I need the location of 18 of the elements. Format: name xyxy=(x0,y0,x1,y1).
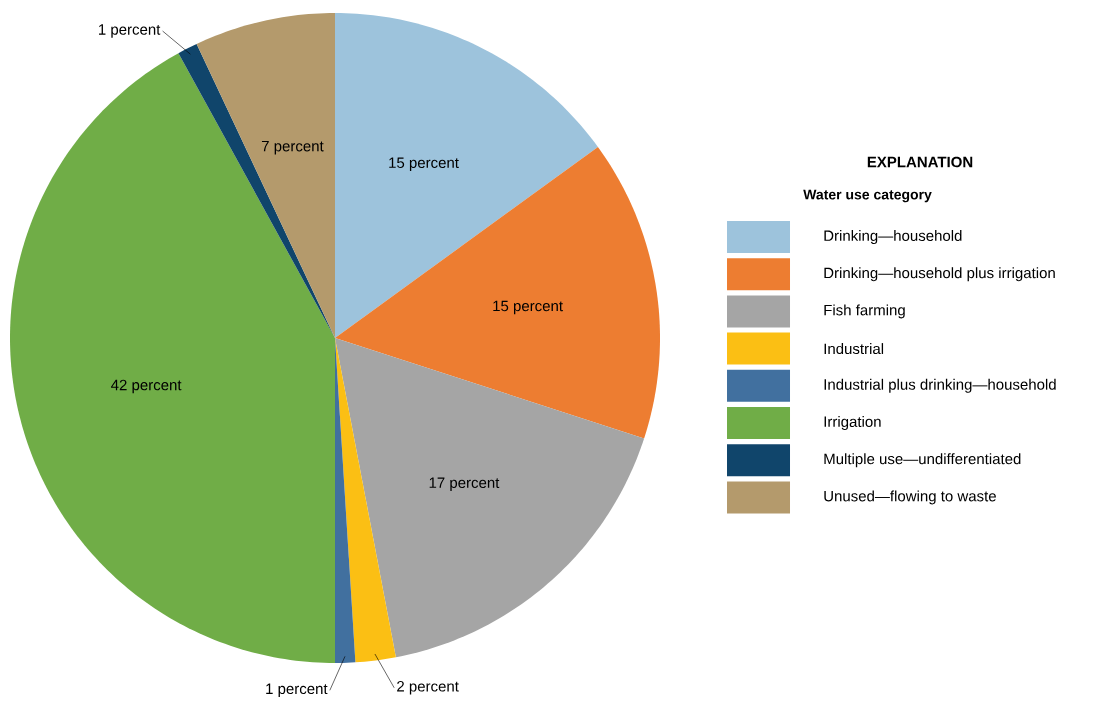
data-label: 2 percent xyxy=(397,680,459,695)
data-label: 1 percent xyxy=(99,24,161,38)
data-label: 42 percent xyxy=(111,379,182,394)
legend-label: Unused—flowing to waste xyxy=(824,490,996,505)
data-label: 17 percent xyxy=(429,477,500,491)
legend-label: Industrial xyxy=(824,343,884,355)
data-label: 15 percent xyxy=(389,157,459,171)
legend-label: Irrigation xyxy=(824,416,881,430)
legend-label: Drinking—household plus irrigation xyxy=(824,267,1055,282)
legend-label: Drinking—household xyxy=(824,230,962,244)
legend-label: Multiple use—undifferentiated xyxy=(824,453,1021,468)
data-label: 7 percent xyxy=(261,140,324,155)
data-label: 1 percent xyxy=(266,683,328,698)
text: EXPLANATION xyxy=(867,156,973,168)
legend-label: Industrial plus drinking—household xyxy=(824,378,1056,393)
data-label: 15 percent xyxy=(493,300,563,315)
legend-label: Fish farming xyxy=(824,304,905,319)
legend-title: Water use category xyxy=(803,189,932,203)
